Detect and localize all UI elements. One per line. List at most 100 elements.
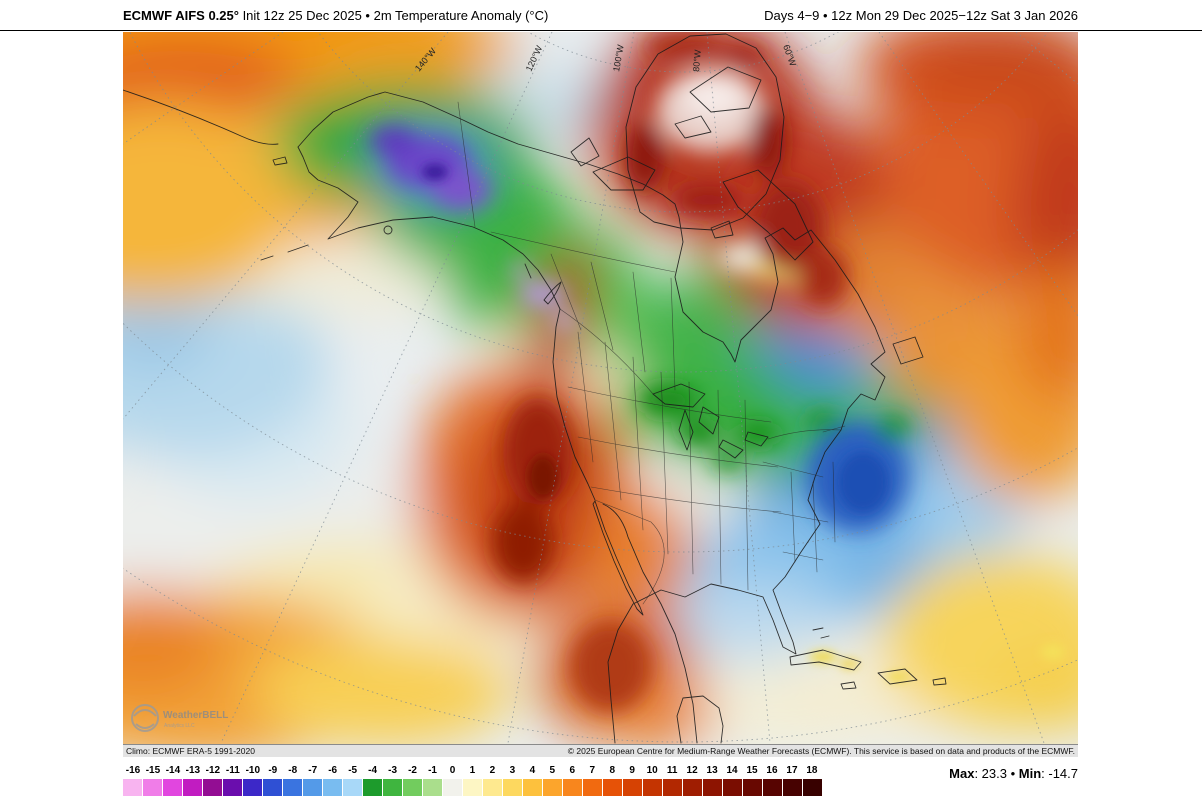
- island-devon: [674, 115, 712, 139]
- colorbar-tick: -1: [428, 765, 437, 776]
- colorbar-tick: -6: [328, 765, 338, 776]
- colorbar-tick: 12: [686, 765, 698, 776]
- min-value: : -14.7: [1041, 766, 1078, 781]
- coast-west: [297, 146, 596, 501]
- colorbar-tick: -2: [408, 765, 417, 776]
- lake-ontario: [744, 431, 769, 447]
- colorbar-tick: 7: [589, 765, 596, 776]
- colorbar-cell: [383, 779, 402, 796]
- colorbar-cell: [443, 779, 462, 796]
- colorbar-tick: -5: [348, 765, 358, 776]
- watermark-name: WeatherBELL: [163, 710, 228, 721]
- copyright-label: © 2025 European Centre for Medium-Range …: [567, 746, 1075, 756]
- colorbar-cell: [783, 779, 802, 796]
- lake-huron: [698, 406, 720, 435]
- island-ellesmere: [689, 66, 762, 113]
- colorbar-tick: -11: [225, 765, 240, 776]
- colorbar-cell: [723, 779, 742, 796]
- island-jamaica: [840, 681, 857, 690]
- colorbar-cell: [623, 779, 642, 796]
- lake-superior: [652, 383, 706, 408]
- lake-michigan: [678, 409, 694, 451]
- colorbar-cell: [743, 779, 762, 796]
- colorbar-tick: 4: [529, 765, 536, 776]
- island-newfoundland: [892, 336, 924, 365]
- colorbar-tick: -8: [288, 765, 298, 776]
- colorbar-cell: [343, 779, 362, 796]
- max-label: Max: [949, 766, 975, 781]
- max-value: : 23.3: [974, 766, 1007, 781]
- island-greenland: [625, 33, 785, 231]
- coastlines: [123, 33, 947, 744]
- stats-separator: •: [1006, 766, 1019, 781]
- colorbar-tick: 13: [706, 765, 718, 776]
- colorbar-tick: 15: [746, 765, 758, 776]
- colorbar-cell: [223, 779, 242, 796]
- colorbar-cell: [403, 779, 422, 796]
- colorbar-tick: 14: [726, 765, 738, 776]
- map-title: ECMWF AIFS 0.25° Init 12z 25 Dec 2025 • …: [123, 8, 548, 23]
- colorbar-cell: [483, 779, 502, 796]
- colorbar-cell: [243, 779, 262, 796]
- colorbar-tick: -10: [245, 765, 261, 776]
- colorbar-cell: [323, 779, 342, 796]
- colorbar-cell: [363, 779, 382, 796]
- min-label: Min: [1018, 766, 1042, 781]
- colorbar-cell: [303, 779, 322, 796]
- colorbar-cell: [563, 779, 582, 796]
- colorbar-tick: -15: [145, 765, 161, 776]
- colorbar-cell: [283, 779, 302, 796]
- coast-chukotka: [123, 89, 279, 145]
- colorbar-tick: 16: [766, 765, 778, 776]
- island-vancouver: [543, 281, 562, 305]
- weatherbell-logo-icon: [131, 704, 159, 732]
- coast-yucatan: [676, 695, 724, 744]
- colorbar-tick: -16: [125, 765, 141, 776]
- colorbar-tick: -7: [308, 765, 318, 776]
- colorbar-tick: 0: [449, 765, 456, 776]
- colorbar-tick: 11: [666, 765, 678, 776]
- valid-period: Days 4−9 • 12z Mon 29 Dec 2025−12z Sat 3…: [764, 7, 1078, 23]
- colorbar-cell: [143, 779, 162, 796]
- colorbar-tick: 8: [609, 765, 616, 776]
- state-borders: [457, 101, 846, 605]
- colorbar-cell: [603, 779, 622, 796]
- header: ECMWF AIFS 0.25° Init 12z 25 Dec 2025 • …: [0, 0, 1202, 31]
- map-area: 140°W 120°W 100°W 80°W 60°W WeatherBELL …: [123, 32, 1078, 744]
- island-baffin: [722, 169, 814, 261]
- lake-erie: [718, 439, 744, 459]
- colorbar-tick: 17: [786, 765, 798, 776]
- colorbar-cell: [503, 779, 522, 796]
- colorbar-tick: 6: [569, 765, 576, 776]
- colorbar-cell: [583, 779, 602, 796]
- colorbar-cell: [203, 779, 222, 796]
- init-and-parameter: Init 12z 25 Dec 2025 • 2m Temperature An…: [238, 7, 549, 23]
- meridian-label-80w: 80°W: [691, 49, 703, 72]
- colorbar-tick: -4: [368, 765, 378, 776]
- islands-bahamas: [812, 627, 830, 639]
- colorbar-cell: [683, 779, 702, 796]
- island-cuba: [789, 649, 862, 671]
- attribution-bar: Climo: ECMWF ERA-5 1991-2020 © 2025 Euro…: [123, 744, 1078, 757]
- island-banks: [570, 137, 600, 167]
- colorbar-cell: [643, 779, 662, 796]
- colorbar-tick: 2: [489, 765, 496, 776]
- meridian-label-100w: 100°W: [611, 43, 626, 72]
- colorbar-tick: 5: [549, 765, 556, 776]
- colorbar-cell: [463, 779, 482, 796]
- coast-north-and-east: [297, 91, 886, 744]
- colorbar-tick: -3: [388, 765, 398, 776]
- watermark-sub: Analytics LLC: [164, 723, 195, 729]
- colorbar-tick: 1: [469, 765, 476, 776]
- colorbar-tick: 10: [646, 765, 658, 776]
- island-southampton: [710, 220, 734, 239]
- island-st-lawrence: [272, 156, 288, 166]
- colorbar-tick: -14: [165, 765, 181, 776]
- colorbar-cell: [163, 779, 182, 796]
- island-kodiak: [383, 225, 393, 235]
- colorbar-cell: [523, 779, 542, 796]
- colorbar: [123, 779, 822, 796]
- coast-baja: [592, 500, 644, 616]
- colorbar-cell: [263, 779, 282, 796]
- coast-mexico-west: [602, 503, 698, 744]
